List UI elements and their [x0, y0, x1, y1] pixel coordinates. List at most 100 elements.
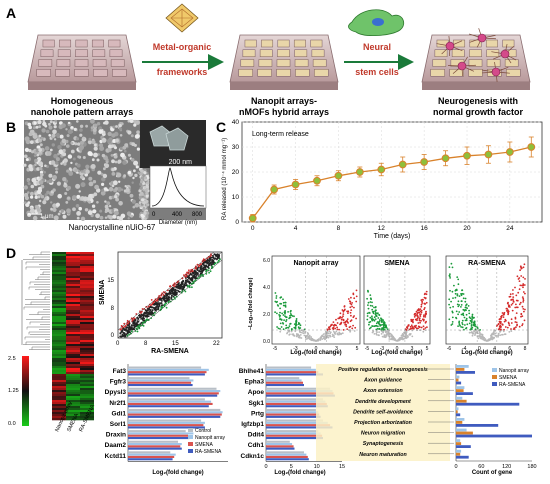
- gene-bar: [128, 453, 176, 456]
- heatmap-cell: [52, 374, 66, 377]
- nanohole: [293, 39, 306, 48]
- volcano-point: [380, 324, 382, 326]
- volcano-point: [279, 311, 281, 314]
- nanocrystal: [97, 170, 102, 175]
- gene-bar: [266, 424, 331, 427]
- volcano-point: [304, 336, 307, 339]
- release-point: [355, 168, 364, 176]
- volcano-point: [458, 323, 461, 326]
- gene-bar: [266, 415, 321, 418]
- scatter-point: [169, 291, 172, 294]
- nanocrystal: [65, 201, 69, 204]
- nanohole: [40, 49, 54, 57]
- scatter-point: [138, 313, 141, 316]
- volcano-point: [355, 300, 358, 303]
- go-term: Axon extension: [362, 388, 403, 394]
- gene-bar: [128, 443, 182, 446]
- volcano-point: [461, 323, 464, 326]
- scatter-point: [146, 309, 149, 312]
- scatter-point: [158, 297, 161, 300]
- volcano-point: [307, 333, 309, 336]
- volcano-point: [349, 306, 352, 309]
- volcano-point: [500, 315, 502, 318]
- go-bar: [456, 381, 462, 385]
- volcano-point: [454, 296, 457, 299]
- volcano-point: [375, 322, 378, 325]
- heatmap-cell: [80, 334, 94, 337]
- nanohole: [430, 69, 445, 77]
- heatmap-cell: [66, 418, 80, 421]
- heatmap-cell: [52, 284, 66, 287]
- volcano-point: [282, 314, 285, 316]
- scatter-point: [127, 327, 129, 329]
- volcano-point: [463, 309, 466, 312]
- nanocrystal: [90, 118, 95, 124]
- volcano-point: [312, 338, 315, 341]
- nanocrystal: [25, 202, 30, 207]
- heatmap-cell: [66, 364, 80, 367]
- nanocrystal: [56, 181, 62, 186]
- volcano-point: [349, 300, 352, 303]
- volcano-point: [418, 319, 421, 322]
- gene-label: Cdh1: [248, 442, 265, 449]
- volcano-point: [451, 311, 454, 314]
- volcano-point: [463, 328, 465, 331]
- gene-bar: [128, 458, 173, 461]
- volcano-point: [465, 313, 468, 316]
- volcano-point: [402, 338, 404, 341]
- volcano-point: [283, 319, 285, 321]
- volcano-point: [374, 311, 377, 314]
- nanocrystal: [90, 128, 94, 132]
- heatmap-cell: [80, 408, 94, 411]
- nanohole: [75, 39, 88, 48]
- nanocrystal: [23, 201, 27, 205]
- volcano-point: [451, 321, 454, 323]
- y-tick: 10: [232, 194, 240, 201]
- volcano-point: [502, 333, 504, 336]
- volcano-point: [410, 327, 412, 330]
- go-legend-swatch: [492, 375, 497, 379]
- volcano-point: [510, 330, 513, 332]
- gene-bar: [266, 411, 319, 414]
- heatmap-cell: [66, 332, 80, 335]
- heatmap-cell: [80, 328, 94, 331]
- bars-right-xlabel: Log₂(fold change): [274, 470, 325, 476]
- volcano-point: [334, 331, 336, 334]
- volcano-point: [451, 290, 454, 293]
- volcano-point: [419, 315, 422, 317]
- volcano-point: [378, 319, 381, 321]
- scatter-point: [176, 284, 179, 286]
- go-xtick: 60: [478, 464, 484, 470]
- heatmap-cell: [52, 386, 66, 389]
- volcano-point: [350, 303, 353, 306]
- heatmap-cell: [52, 336, 66, 339]
- nanohole: [310, 39, 323, 48]
- heatmap-cell: [66, 404, 80, 407]
- scatter-point: [137, 325, 140, 327]
- nanocrystal: [79, 128, 83, 132]
- volcano-point: [374, 306, 377, 309]
- heatmap-cell: [80, 366, 94, 369]
- heatmap-cell: [52, 270, 66, 273]
- volcano-point: [468, 331, 471, 334]
- scatter-point: [178, 282, 181, 284]
- release-point: [420, 158, 429, 166]
- heatmap-cell: [52, 390, 66, 393]
- gene-bar: [266, 377, 300, 380]
- volcano-point: [279, 328, 281, 330]
- volcano-point: [278, 318, 281, 320]
- volcano-point: [516, 324, 518, 327]
- volcano-point: [276, 312, 278, 315]
- nanocrystal: [94, 143, 97, 147]
- heatmap-cell: [52, 396, 66, 399]
- scatter-point: [133, 317, 136, 320]
- heatmap-cell: [66, 368, 80, 371]
- gene-bar: [128, 421, 205, 424]
- volcano-point: [278, 316, 281, 318]
- gene-bar: [266, 384, 304, 387]
- nanocrystal: [24, 154, 28, 159]
- nanocrystal: [55, 133, 60, 137]
- volcano-point: [522, 276, 525, 279]
- scatter-point: [156, 299, 158, 302]
- scatter-point: [128, 324, 131, 326]
